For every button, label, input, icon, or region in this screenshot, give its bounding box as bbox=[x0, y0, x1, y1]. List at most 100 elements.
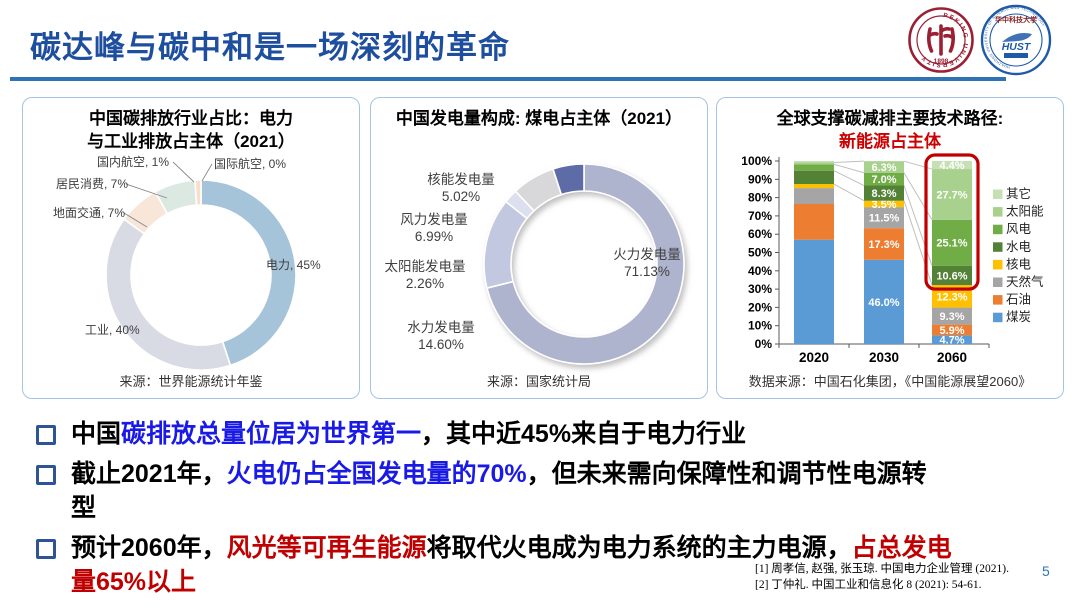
bullet-marker-icon bbox=[36, 425, 56, 445]
bar-segment-label: 6.3% bbox=[871, 162, 896, 174]
label-leader-line bbox=[201, 163, 213, 182]
series-connector-line bbox=[833, 170, 865, 186]
y-tick-label: 10% bbox=[748, 319, 772, 333]
data-label: 风力发电量 bbox=[400, 212, 468, 227]
bar-segment-label: 5.9% bbox=[939, 325, 964, 337]
legend-swatch-石油 bbox=[993, 295, 1003, 305]
bar-segment-2030-天然气 bbox=[864, 207, 904, 229]
bullet-span: ，但未来需向保障性和调节性电源转 bbox=[526, 460, 927, 488]
references: [1] 周孝信, 赵强, 张玉琼. 中国电力企业管理 (2021). [2] 丁… bbox=[755, 561, 1009, 593]
bullet-line: 量65%以上 bbox=[71, 565, 952, 599]
y-tick-label: 80% bbox=[748, 191, 772, 205]
legend-label: 煤炭 bbox=[1006, 310, 1031, 324]
y-tick-label: 50% bbox=[748, 246, 772, 260]
generation-mix-donut-chart: 火力发电量 71.13% 水力发电量 14.60% 太阳能发电量 2.26% 风力发电量 6.… bbox=[385, 163, 685, 365]
bar-segment-label: 9.3% bbox=[939, 311, 964, 323]
legend-swatch-核电 bbox=[993, 259, 1003, 270]
reference-item: [2] 丁仲礼. 中国工业和信息化 8 (2021): 54-61. bbox=[755, 579, 982, 591]
bullet-span: 风光等可再生能源 bbox=[226, 534, 427, 562]
data-label: 工业, 40% bbox=[85, 323, 140, 337]
series-connector-line bbox=[903, 160, 933, 170]
bullet-span: 将取代火电成为电力系统的主力电源， bbox=[426, 534, 852, 562]
bullet-item: 中国碳排放总量位居为世界第一，其中近45%来自于电力行业 bbox=[36, 417, 1052, 451]
donut-segment-火力发电量 bbox=[485, 163, 685, 365]
bar-segment-2020-太阳能 bbox=[794, 162, 834, 165]
bar-segment-label: 8.3% bbox=[871, 188, 896, 200]
bar-segment-2020-石油 bbox=[794, 204, 834, 240]
bullet-span: ，其中近45%来自于电力行业 bbox=[421, 420, 747, 448]
bar-segment-2020-核电 bbox=[794, 184, 834, 189]
bar-segment-label: 11.5% bbox=[869, 213, 900, 225]
data-label: 2.26% bbox=[406, 276, 444, 291]
bar-segment-2060-风电 bbox=[932, 219, 972, 266]
bullet-list: 中国碳排放总量位居为世界第一，其中近45%来自于电力行业截止2021年，火电仍占… bbox=[36, 417, 1052, 605]
pku-monogram bbox=[927, 24, 955, 56]
donut-segment-工业 bbox=[105, 218, 232, 371]
tech-pathway-stacked-bar-chart: 0% 10% 20% 30% 40% 50% 60% 70% 80% 90% 100% 2020 46.… bbox=[741, 153, 1044, 365]
label-leader-line bbox=[172, 161, 195, 183]
bullet-span: 量65%以上 bbox=[71, 568, 197, 596]
bullet-line: 预计2060年，风光等可再生能源将取代火电成为电力系统的主力电源，占总发电 bbox=[71, 531, 952, 565]
bar-segment-2030-水电 bbox=[864, 185, 904, 201]
data-label: 71.13% bbox=[624, 264, 670, 279]
y-tick-label: 30% bbox=[748, 282, 772, 296]
panel-generation-mix: 中国发电量构成: 煤电占主体（2021） 火力发电量 71.13% 水力发电量 14.… bbox=[370, 97, 708, 399]
chart-title: 全球支撑碳减排主要技术路径: 新能源占主体 bbox=[776, 109, 1004, 151]
page-number: 5 bbox=[1042, 563, 1050, 579]
series-connector-line bbox=[833, 160, 865, 163]
bar-segment-2030-太阳能 bbox=[864, 161, 904, 173]
donut-segment-核能发电量 bbox=[551, 163, 585, 196]
bar-segment-2020-其它 bbox=[794, 161, 834, 163]
bar-segment-2030-石油 bbox=[864, 228, 904, 260]
bar-segment-label: 27.7% bbox=[936, 189, 967, 201]
bar-segment-2020-煤炭 bbox=[794, 239, 834, 344]
y-tick-label: 0% bbox=[755, 337, 773, 351]
bar-segment-2030-核电 bbox=[864, 200, 904, 208]
data-label: 地面交通, 7% bbox=[53, 205, 125, 220]
bullet-span: 火电仍占全国发电量的70% bbox=[226, 460, 527, 488]
hust-swoosh bbox=[1002, 33, 1032, 42]
legend-swatch-太阳能 bbox=[993, 207, 1003, 217]
bullet-text: 中国碳排放总量位居为世界第一，其中近45%来自于电力行业 bbox=[71, 417, 746, 451]
legend-label: 天然气 bbox=[1006, 274, 1044, 289]
bullet-item: 截止2021年，火电仍占全国发电量的70%，但未来需向保障性和调节性电源转型 bbox=[36, 457, 1052, 525]
panel-co2-by-sector: 中国碳排放行业占比：电力 与工业排放占主体（2021） 电力, 45% 工业, 4… bbox=[22, 97, 360, 399]
bar-segment-label: 25.1% bbox=[936, 238, 967, 250]
bullet-span: 截止2021年， bbox=[71, 460, 227, 488]
reference-item: [1] 周孝信, 赵强, 张玉琼. 中国电力企业管理 (2021). bbox=[755, 563, 1009, 575]
bar-segment-label: 46.0% bbox=[868, 297, 899, 309]
bar-segment-label: 12.3% bbox=[936, 291, 967, 303]
bullet-span: 碳排放总量位居为世界第一 bbox=[121, 420, 422, 448]
donut-segment-电力 bbox=[200, 179, 297, 367]
new-energy-highlight-box bbox=[924, 153, 980, 291]
data-label: 国内航空, 1% bbox=[97, 154, 169, 169]
pku-year: 1898 bbox=[934, 58, 949, 65]
legend-label: 其它 bbox=[1006, 186, 1031, 201]
bar-segment-2020-水电 bbox=[794, 170, 834, 185]
legend-label: 太阳能 bbox=[1006, 204, 1044, 219]
bar-segment-2060-煤炭 bbox=[932, 335, 972, 344]
chart-title: 中国碳排放行业占比：电力 与工业排放占主体（2021） bbox=[87, 109, 295, 151]
legend-swatch-天然气 bbox=[993, 277, 1003, 287]
hust-cn-name: 华中科技大学 bbox=[995, 15, 1037, 24]
hust-banner bbox=[1004, 53, 1028, 58]
bullet-text: 预计2060年，风光等可再生能源将取代火电成为电力系统的主力电源，占总发电量65… bbox=[71, 531, 952, 599]
bullet-span: 预计2060年， bbox=[71, 534, 227, 562]
legend-label: 风电 bbox=[1006, 222, 1032, 236]
series-connector-line bbox=[833, 183, 865, 202]
chart-subtitle: 新能源占主体 bbox=[839, 132, 941, 151]
bar-segment-2060-水电 bbox=[932, 265, 972, 286]
hust-seal-icon: HUAZHONG UNIVERSITY OF SCIENCE AND TECHN… bbox=[980, 4, 1052, 76]
legend-label: 水电 bbox=[1006, 240, 1032, 254]
data-label: 电力, 45% bbox=[266, 258, 321, 272]
y-tick-label: 20% bbox=[748, 300, 772, 314]
bar-segment-label: 10.6% bbox=[936, 270, 967, 282]
bullet-line: 截止2021年，火电仍占全国发电量的70%，但未来需向保障性和调节性电源转 bbox=[71, 457, 927, 491]
bar-segment-2030-风电 bbox=[864, 172, 904, 186]
peking-university-seal-icon: PEKING UNIVERSITY 1898 bbox=[908, 7, 974, 73]
x-category-label: 2030 bbox=[869, 350, 899, 365]
y-tick-label: 100% bbox=[741, 154, 772, 168]
bar-segment-label: 4.4% bbox=[939, 160, 964, 172]
bar-segment-2020-天然气 bbox=[794, 188, 834, 205]
